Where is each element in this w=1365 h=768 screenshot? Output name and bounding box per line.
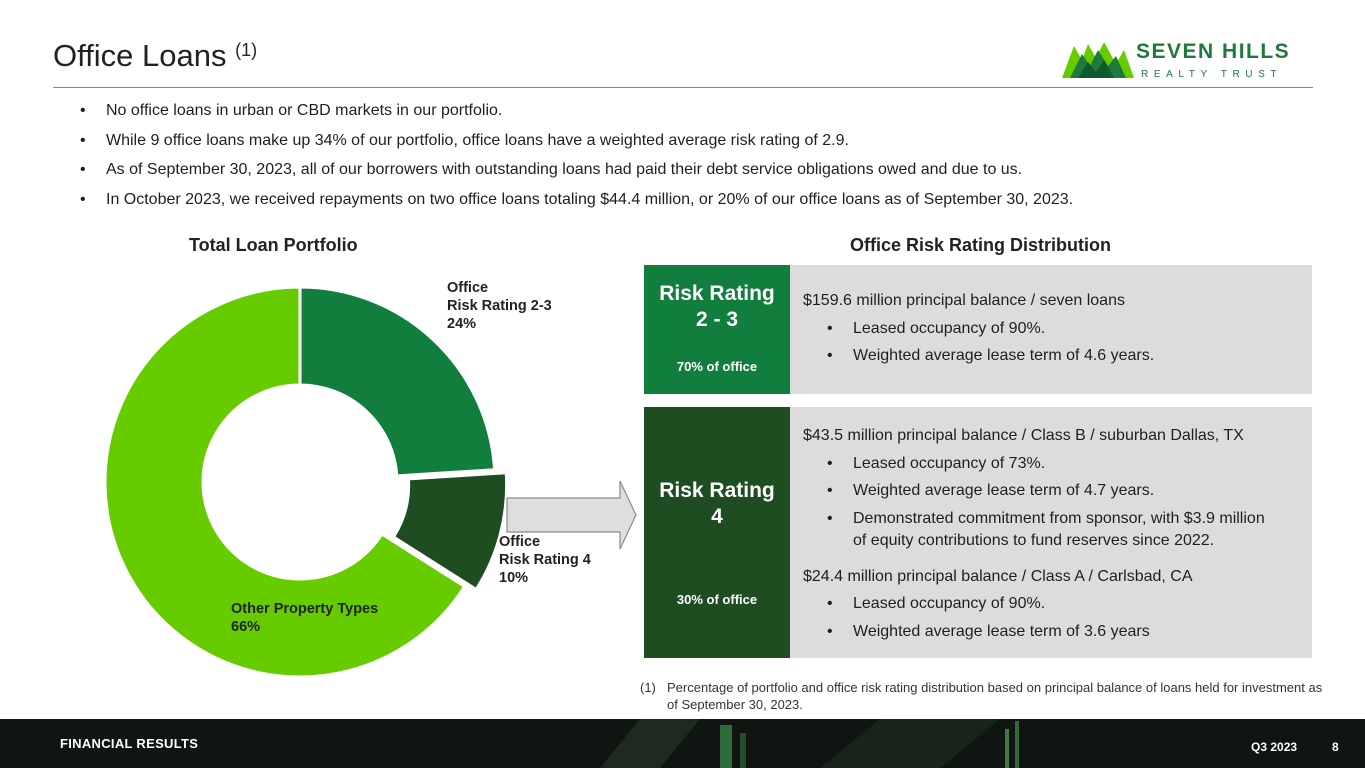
footnote-text: Percentage of portfolio and office risk … (667, 680, 1323, 712)
risk-rating-2-3-panel: Risk Rating 2 - 3 70% of office (644, 265, 790, 394)
slice-label-office-risk-4: Office Risk Rating 4 10% (499, 534, 591, 586)
distribution-title: Office Risk Rating Distribution (850, 235, 1112, 255)
page-title: Office Loans (1) (53, 38, 257, 74)
risk-rating-2-3-value: 2 - 3 (695, 308, 739, 331)
footnote-number: (1) (640, 680, 656, 695)
summary-bullet: In October 2023, we received repayments … (80, 189, 1073, 219)
company-logo: SEVEN HILLS REALTY TRUST (1062, 40, 1317, 80)
detail-bullet: Weighted average lease term of 3.6 years (803, 621, 1312, 643)
detail-heading: $159.6 million principal balance / seven… (803, 292, 1125, 309)
summary-bullet: No office loans in urban or CBD markets … (80, 100, 1073, 130)
summary-bullets: No office loans in urban or CBD markets … (80, 100, 1073, 218)
risk-rating-2-3-title: Risk Rating (659, 282, 775, 305)
risk-rating-2-3-lines: $159.6 million principal balance / seven… (803, 290, 1312, 367)
header-divider (53, 87, 1313, 88)
footer-decoration (600, 719, 1019, 768)
callout-arrow (506, 480, 637, 550)
logo-name: SEVEN HILLS (1136, 40, 1291, 63)
slice-label-office-risk-2-3: Office Risk Rating 2-3 24% (447, 280, 552, 332)
risk-rating-4-panel: Risk Rating 4 30% of office (644, 407, 790, 658)
risk-rating-4-title: Risk Rating (659, 479, 775, 502)
risk-rating-4-share: 30% of office (676, 592, 758, 607)
footer-quarter: Q3 2023 (1251, 740, 1298, 754)
slice-other-property-types (103, 285, 467, 679)
detail-bullet: of equity contributions to fund reserves… (853, 531, 1215, 549)
detail-bullet: Leased occupancy of 90%. (803, 593, 1312, 615)
mountain-peaks-icon (1062, 42, 1134, 78)
slice-office-risk-4 (391, 471, 509, 592)
risk-rating-4-value: 4 (711, 505, 723, 528)
detail-bullet: Demonstrated commitment from sponsor, wi… (803, 508, 1312, 530)
risk-rating-4-lines: $43.5 million principal balance / Class … (803, 425, 1312, 643)
page-number: 8 (1332, 740, 1339, 754)
summary-bullet: As of September 30, 2023, all of our bor… (80, 159, 1073, 189)
donut-chart (103, 285, 637, 679)
slice-label-other-property-types: Other Property Types 66% (231, 601, 379, 635)
detail-bullet: Leased occupancy of 90%. (803, 318, 1312, 340)
detail-bullet: Weighted average lease term of 4.7 years… (803, 480, 1312, 502)
title-footnote-marker: (1) (235, 40, 258, 60)
detail-bullet: Weighted average lease term of 4.6 years… (803, 345, 1312, 367)
slice-office-risk-2-3 (298, 285, 497, 478)
risk-rating-2-3-details: $159.6 million principal balance / seven… (790, 265, 1312, 394)
summary-bullet: While 9 office loans make up 34% of our … (80, 130, 1073, 160)
logo-tagline: REALTY TRUST (1141, 69, 1283, 80)
chart-title: Total Loan Portfolio (189, 235, 358, 255)
detail-heading: $24.4 million principal balance / Class … (803, 567, 1193, 585)
detail-bullet: Leased occupancy of 73%. (803, 453, 1312, 475)
risk-rating-4-details: $43.5 million principal balance / Class … (790, 407, 1312, 658)
risk-rating-2-3-share: 70% of office (676, 359, 758, 374)
page-title-text: Office Loans (53, 38, 227, 73)
footer-bar: FINANCIAL RESULTS Q3 2023 8 (0, 719, 1365, 768)
detail-heading: $43.5 million principal balance / Class … (803, 427, 1244, 444)
footer-section: FINANCIAL RESULTS (60, 736, 199, 751)
